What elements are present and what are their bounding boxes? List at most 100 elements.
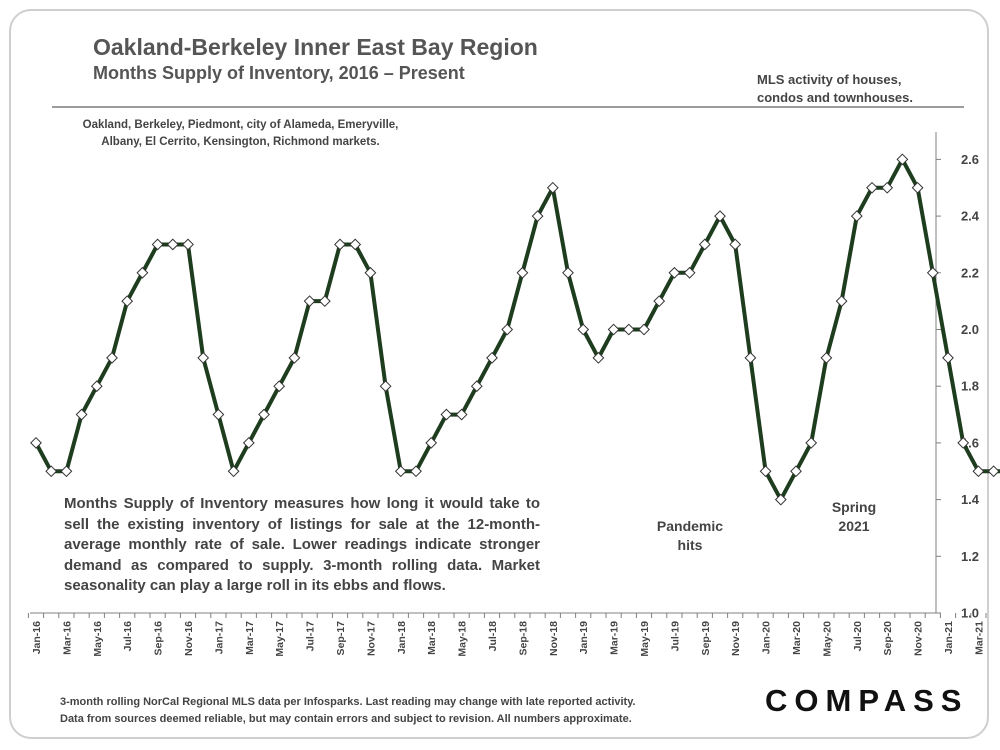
data-point <box>106 351 118 364</box>
data-point <box>121 295 134 308</box>
data-point <box>957 436 970 449</box>
data-point <box>349 238 362 251</box>
x-tick-label: Nov-20 <box>913 621 925 656</box>
data-point <box>486 351 498 364</box>
data-point <box>774 493 787 506</box>
data-point <box>440 408 453 421</box>
data-point <box>182 238 194 251</box>
data-point <box>683 266 696 279</box>
x-tick-label: Jul-16 <box>122 621 134 652</box>
data-point <box>850 210 863 223</box>
x-tick-label: Sep-20 <box>882 621 894 656</box>
chart-subtitle: Months Supply of Inventory, 2016 – Prese… <box>93 63 465 83</box>
data-point <box>242 436 255 449</box>
description-text: Months Supply of Inventory measures how … <box>64 495 540 594</box>
data-point <box>881 181 894 194</box>
data-point <box>318 295 331 308</box>
x-tick-label: Nov-17 <box>365 621 377 656</box>
data-point <box>546 181 559 194</box>
data-point <box>942 351 954 364</box>
mls-note: MLS activity of houses, condos and townh… <box>757 71 913 107</box>
x-tick-label: Sep-19 <box>700 621 712 656</box>
y-tick-label: 2.0 <box>961 322 979 337</box>
x-tick-label: Jan-17 <box>213 621 225 654</box>
data-point <box>166 238 179 251</box>
y-tick-label: 1.0 <box>961 606 979 621</box>
annotation-spring-line2: 2021 <box>838 518 870 534</box>
data-point <box>531 210 544 223</box>
footer-line1: 3-month rolling NorCal Regional MLS data… <box>60 696 636 708</box>
chart-card <box>9 9 989 739</box>
data-point <box>896 153 909 166</box>
data-point <box>334 238 346 251</box>
x-tick-label: Jan-16 <box>31 621 43 654</box>
data-point <box>729 238 742 251</box>
data-point <box>607 323 620 336</box>
x-tick-label: Jul-18 <box>487 621 499 652</box>
annotation-pandemic-line1: Pandemic <box>656 518 724 534</box>
data-point <box>926 266 939 279</box>
data-point <box>379 380 392 393</box>
data-point <box>258 408 270 421</box>
annotation-pandemic-line2: hits <box>677 537 703 553</box>
data-point <box>516 266 529 279</box>
data-point <box>394 465 407 478</box>
annotation-spring-line1: Spring <box>831 499 877 515</box>
y-tick-label: 1.4 <box>961 492 980 507</box>
x-tick-label: Jan-21 <box>943 621 955 654</box>
x-tick-label: May-19 <box>639 621 651 657</box>
data-point <box>790 465 802 478</box>
x-tick-label: Mar-21 <box>973 621 985 655</box>
annotation-pandemic: Pandemic hits <box>648 517 732 555</box>
x-tick-label: Sep-17 <box>335 621 347 656</box>
x-tick-label: Mar-16 <box>61 621 73 655</box>
annotation-spring-2021: Spring 2021 <box>818 498 890 536</box>
data-point <box>653 295 666 308</box>
data-point <box>212 408 225 421</box>
x-tick-label: Jul-20 <box>852 621 864 652</box>
x-tick-label: May-17 <box>274 621 286 657</box>
mls-note-line1: MLS activity of houses, <box>757 72 902 87</box>
data-point <box>455 408 468 421</box>
data-point <box>972 465 985 478</box>
data-point <box>866 181 878 194</box>
x-tick-label: Nov-18 <box>548 621 560 656</box>
data-point <box>90 380 103 393</box>
x-tick-label: Jul-17 <box>305 621 317 652</box>
chart-title: Oakland-Berkeley Inner East Bay Region <box>93 34 538 60</box>
header-divider <box>52 106 964 108</box>
data-point <box>470 380 483 393</box>
y-tick-label: 1.8 <box>961 379 979 394</box>
data-point <box>45 465 58 478</box>
data-point <box>911 181 924 194</box>
data-point <box>151 238 164 251</box>
data-point <box>364 266 377 279</box>
data-point <box>622 323 635 336</box>
markets-note: Oakland, Berkeley, Piedmont, city of Ala… <box>68 117 413 151</box>
data-point <box>75 408 88 421</box>
x-tick-label: Jul-19 <box>669 621 681 652</box>
data-point <box>820 351 833 364</box>
data-point <box>714 210 726 223</box>
data-point <box>136 266 149 279</box>
data-point <box>288 351 301 364</box>
x-tick-label: Sep-16 <box>153 621 165 656</box>
data-point <box>987 465 1000 478</box>
data-point <box>562 266 574 279</box>
data-point <box>30 436 42 449</box>
data-point <box>577 323 590 336</box>
series-line <box>34 157 1000 502</box>
x-tick-label: May-16 <box>92 621 104 657</box>
data-point <box>501 323 514 336</box>
footer-line2: Data from sources deemed reliable, but m… <box>60 713 632 725</box>
data-point <box>698 238 711 251</box>
x-tick-label: Sep-18 <box>517 621 529 656</box>
y-tick-label: 2.4 <box>961 209 980 224</box>
data-point <box>425 436 438 449</box>
footer-note: 3-month rolling NorCal Regional MLS data… <box>60 694 636 728</box>
data-point <box>592 351 605 364</box>
data-point <box>410 465 422 478</box>
data-point <box>835 295 848 308</box>
data-point <box>759 465 772 478</box>
